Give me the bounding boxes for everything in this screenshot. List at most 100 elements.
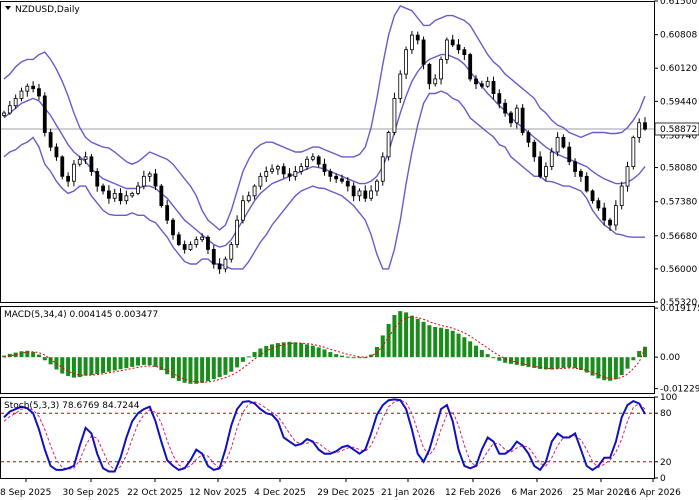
candle [299, 163, 304, 175]
candle-body [462, 49, 467, 55]
chart-menu-icon[interactable] [5, 6, 11, 10]
candle-body [415, 34, 420, 41]
macd-histogram-bar [66, 357, 71, 377]
candle-body [241, 200, 245, 221]
price-panel[interactable]: 0.61500 0.60808 0.60120 0.59440 0.58080 0.573… [1, 0, 699, 308]
candle-body [392, 98, 397, 133]
macd-histogram-bar [573, 357, 578, 369]
macd-histogram-bar [543, 357, 548, 370]
macd-histogram-bar [316, 347, 321, 358]
candle [165, 200, 170, 225]
candle-body [340, 178, 344, 182]
macd-histogram-bar [305, 344, 310, 358]
candle [106, 185, 111, 204]
macd-histogram-bar [444, 329, 449, 358]
stoch-main-line [3, 398, 646, 473]
candle-body [72, 163, 76, 182]
candle-body [258, 175, 263, 187]
candle-body [223, 258, 228, 270]
macd-histogram-bar [631, 357, 636, 361]
candle [83, 151, 88, 165]
price-y-tick-label: 0.55320 [660, 298, 697, 308]
price-y-tick-label: 0.61500 [660, 0, 697, 7]
candle [421, 36, 426, 70]
macd-histogram-bar [345, 356, 350, 358]
stoch-y-tick-label: 0 [660, 474, 666, 484]
stochastic-panel[interactable]: 100 80 20 0 Stoch(5,3,3) 78.6769 84.7244 [1, 393, 677, 484]
candle [310, 153, 315, 162]
macd-histogram-bar [590, 357, 595, 376]
macd-histogram-bar [42, 357, 47, 361]
macd-histogram-bar [182, 357, 187, 383]
date-x-tick-label: 21 Jan 2026 [381, 488, 435, 498]
candle-body [60, 156, 65, 177]
candle [369, 185, 374, 201]
candle-body [584, 175, 589, 192]
candle [427, 62, 432, 90]
candle-body [7, 105, 12, 114]
candle-body [485, 80, 490, 87]
macd-histogram-bar [258, 348, 263, 358]
candle-body [567, 146, 572, 163]
candle [439, 56, 443, 85]
candle [141, 170, 146, 190]
candle-body [503, 102, 508, 114]
macd-y-tick-label: -0.012293 [660, 385, 699, 395]
candle [77, 156, 82, 167]
candle-body [631, 136, 636, 167]
candle-body [211, 248, 216, 265]
macd-histogram-bar [200, 357, 205, 383]
candle-body [153, 173, 158, 187]
bollinger-upper-line [3, 5, 646, 231]
candle-body [206, 236, 210, 250]
macd-histogram-bar [270, 344, 275, 358]
candle-body [532, 141, 537, 158]
candle [136, 181, 140, 196]
candle-body [345, 180, 350, 187]
macd-histogram-bar [514, 357, 519, 365]
macd-histogram-bar [275, 343, 280, 358]
macd-panel[interactable]: 0.019175 0.00 -0.012293 MACD(5,34,4) 0.0041… [2, 304, 699, 395]
candle [112, 188, 117, 202]
stoch-y-tick-label: 80 [660, 409, 672, 419]
chart-title: NZDUSD,Daily [15, 5, 80, 15]
candle [450, 34, 455, 48]
date-x-tick-label: 6 Mar 2026 [511, 488, 563, 498]
candle [19, 87, 24, 102]
candle [549, 147, 554, 170]
macd-histogram-bar [532, 357, 537, 368]
candle [2, 110, 6, 118]
candle-body [561, 136, 566, 148]
candle-body [410, 34, 414, 51]
macd-histogram-bar [643, 346, 647, 358]
macd-histogram-bar [176, 357, 181, 381]
candle-body [544, 166, 548, 177]
macd-histogram-bar [596, 357, 601, 379]
macd-histogram-bar [485, 354, 490, 358]
macd-histogram-bar [328, 352, 333, 358]
candle [602, 202, 607, 226]
candle [491, 76, 496, 100]
candle [608, 217, 612, 231]
candle [351, 182, 356, 202]
candle-body [351, 185, 356, 197]
price-y-tick-label: 0.57380 [660, 198, 697, 208]
date-x-tick-label: 25 Mar 2026 [572, 488, 629, 498]
candle-body [375, 180, 379, 192]
date-x-tick-label: 16 Apr 2026 [625, 488, 681, 498]
candle [555, 132, 560, 157]
candle [153, 169, 158, 191]
candle-body [171, 219, 175, 236]
candle-body [310, 156, 315, 160]
candle [340, 174, 344, 184]
candle [643, 117, 647, 131]
candle [42, 92, 47, 137]
candle-body [579, 171, 583, 177]
macd-histogram-bar [223, 357, 228, 375]
candle-body [509, 112, 513, 124]
macd-histogram-bar [462, 337, 467, 358]
macd-histogram-bar [13, 352, 18, 358]
candle-body [287, 173, 292, 177]
candle [375, 179, 379, 196]
